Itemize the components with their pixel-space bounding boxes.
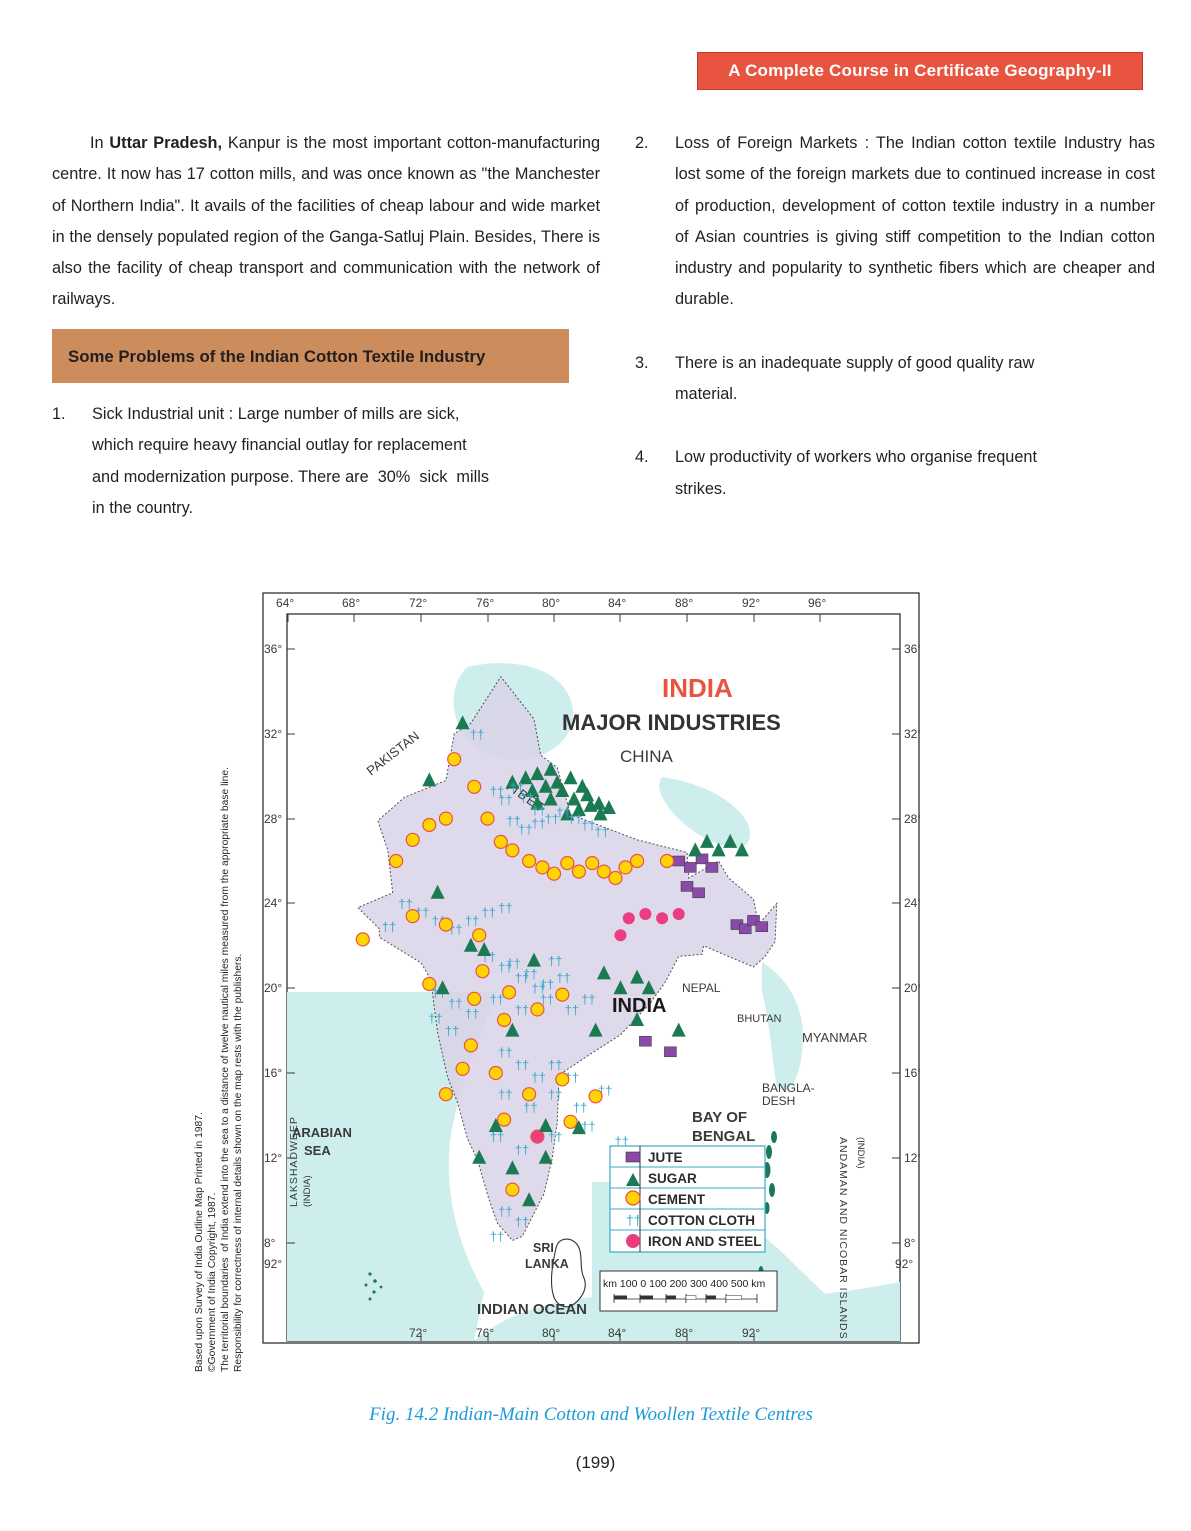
svg-text:††: †† — [548, 1087, 562, 1102]
svg-text:32°: 32° — [904, 727, 920, 741]
svg-text:††: †† — [581, 818, 595, 833]
svg-text:MAJOR INDUSTRIES: MAJOR INDUSTRIES — [562, 710, 781, 735]
svg-text:††: †† — [398, 896, 412, 911]
svg-text:††: †† — [428, 1011, 442, 1026]
svg-text:NEPAL: NEPAL — [682, 981, 721, 995]
svg-text:††: †† — [448, 996, 462, 1011]
svg-text:JUTE: JUTE — [648, 1150, 683, 1165]
svg-text:††: †† — [531, 1070, 545, 1085]
svg-text:64°: 64° — [276, 596, 294, 610]
svg-text:8°: 8° — [904, 1236, 916, 1250]
svg-text:††: †† — [565, 1002, 579, 1017]
svg-text:††: †† — [548, 954, 562, 969]
svg-text:††: †† — [515, 1214, 529, 1229]
svg-text:24°: 24° — [904, 896, 920, 910]
svg-text:36°: 36° — [264, 642, 282, 656]
svg-text:92°: 92° — [895, 1257, 913, 1271]
svg-text:LANKA: LANKA — [525, 1257, 569, 1271]
svg-text:24°: 24° — [264, 896, 282, 910]
svg-text:12°: 12° — [904, 1151, 920, 1165]
svg-text:8°: 8° — [264, 1236, 276, 1250]
svg-text:DESH: DESH — [762, 1094, 795, 1108]
svg-text:COTTON CLOTH: COTTON CLOTH — [648, 1213, 755, 1228]
svg-text:††: †† — [556, 971, 570, 986]
svg-text:††: †† — [515, 1142, 529, 1157]
svg-text:††: †† — [518, 822, 532, 837]
svg-text:km 100 0 100 200 300 400: km 100 0 100 200 300 400 500 km — [603, 1278, 766, 1290]
svg-text:††: †† — [523, 1100, 537, 1115]
svg-text:28°: 28° — [904, 812, 920, 826]
svg-text:††: †† — [490, 1229, 504, 1244]
svg-text:††: †† — [470, 727, 484, 742]
svg-text:BAY OF: BAY OF — [692, 1109, 747, 1126]
svg-text:88°: 88° — [675, 596, 693, 610]
svg-text:††: †† — [498, 1087, 512, 1102]
svg-text:BANGLA-: BANGLA- — [762, 1081, 815, 1095]
svg-text:††: †† — [540, 977, 554, 992]
svg-text:36°: 36° — [904, 642, 920, 656]
svg-text:MYANMAR: MYANMAR — [802, 1030, 867, 1045]
svg-text:††: †† — [465, 913, 479, 928]
svg-text:BENGAL: BENGAL — [692, 1128, 755, 1145]
svg-text:††: †† — [490, 992, 504, 1007]
svg-text:††: †† — [506, 956, 520, 971]
svg-text:20°: 20° — [904, 981, 920, 995]
svg-text:80°: 80° — [542, 1326, 560, 1340]
svg-text:SEA: SEA — [304, 1143, 331, 1158]
svg-text:BHUTAN: BHUTAN — [737, 1013, 781, 1025]
svg-text:92°: 92° — [742, 1326, 760, 1340]
svg-text:88°: 88° — [675, 1326, 693, 1340]
svg-text:20°: 20° — [264, 981, 282, 995]
svg-text:ANDAMAN AND NICOBAR ISLANDS: ANDAMAN AND NICOBAR ISLANDS — [837, 1137, 849, 1340]
svg-text:††: †† — [515, 1002, 529, 1017]
svg-text:††: †† — [523, 966, 537, 981]
svg-text:76°: 76° — [476, 596, 494, 610]
svg-text:††: †† — [482, 905, 496, 920]
svg-text:92°: 92° — [264, 1257, 282, 1271]
svg-text:††: †† — [548, 1058, 562, 1073]
svg-text:CHINA: CHINA — [620, 747, 674, 766]
svg-text:92°: 92° — [742, 596, 760, 610]
svg-text:(INDIA): (INDIA) — [302, 1175, 313, 1207]
svg-text:16°: 16° — [904, 1066, 920, 1080]
svg-text:††: †† — [498, 1045, 512, 1060]
svg-text:LAKSHADWEEP: LAKSHADWEEP — [288, 1116, 300, 1207]
svg-text:††: †† — [498, 901, 512, 916]
svg-text:††: †† — [531, 816, 545, 831]
svg-text:72°: 72° — [409, 596, 427, 610]
svg-text:16°: 16° — [264, 1066, 282, 1080]
svg-text:84°: 84° — [608, 1326, 626, 1340]
svg-text:32°: 32° — [264, 727, 282, 741]
svg-text:SRI: SRI — [533, 1241, 554, 1255]
svg-text:96°: 96° — [808, 596, 826, 610]
svg-text:28°: 28° — [264, 812, 282, 826]
svg-text:††: †† — [595, 824, 609, 839]
svg-text:SUGAR: SUGAR — [648, 1171, 697, 1186]
svg-text:††: †† — [573, 1100, 587, 1115]
svg-text:84°: 84° — [608, 596, 626, 610]
svg-text:††: †† — [445, 1024, 459, 1039]
svg-text:80°: 80° — [542, 596, 560, 610]
svg-text:INDIAN OCEAN: INDIAN OCEAN — [477, 1301, 587, 1318]
svg-text:72°: 72° — [409, 1326, 427, 1340]
svg-text:††: †† — [626, 1212, 642, 1228]
svg-text:CEMENT: CEMENT — [648, 1192, 706, 1207]
svg-text:††: †† — [498, 1204, 512, 1219]
svg-text:††: †† — [465, 1007, 479, 1022]
svg-text:ARABIAN: ARABIAN — [292, 1125, 352, 1140]
svg-text:IRON AND STEEL: IRON AND STEEL — [648, 1234, 762, 1249]
svg-text:††: †† — [382, 920, 396, 935]
svg-text:INDIA: INDIA — [662, 673, 733, 703]
svg-text:INDIA: INDIA — [612, 995, 666, 1017]
svg-text:††: †† — [581, 992, 595, 1007]
svg-text:††: †† — [515, 1058, 529, 1073]
svg-text:68°: 68° — [342, 596, 360, 610]
svg-text:(INDIA): (INDIA) — [855, 1137, 866, 1169]
svg-text:12°: 12° — [264, 1151, 282, 1165]
svg-text:76°: 76° — [476, 1326, 494, 1340]
